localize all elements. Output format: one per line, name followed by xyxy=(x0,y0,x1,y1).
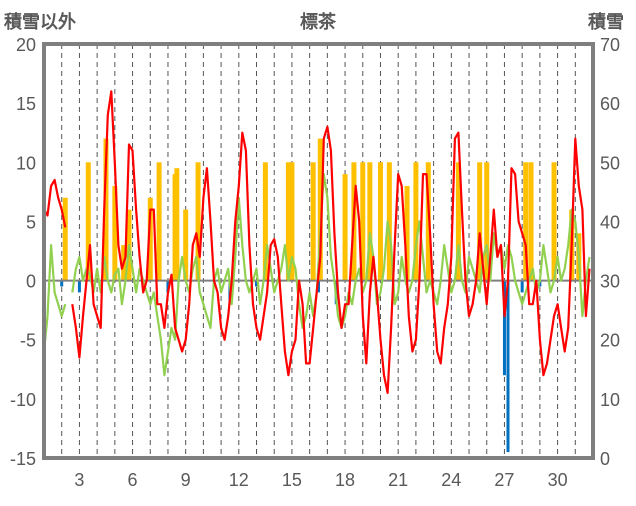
precip-bar-15 xyxy=(310,162,316,281)
precip-bar-31 xyxy=(551,162,557,281)
precip-bar-14 xyxy=(289,162,295,281)
left-tick-label-20: 20 xyxy=(16,35,36,55)
blue-bar-2 xyxy=(166,280,170,293)
right-tick-label-10: 10 xyxy=(600,390,620,410)
left-axis-label: 積雪以外 xyxy=(3,11,76,32)
precip-bar-1 xyxy=(85,162,91,281)
blue-bar-0 xyxy=(60,280,64,287)
x-tick-label-21: 21 xyxy=(388,470,408,490)
precip-bar-3 xyxy=(112,185,118,281)
blue-bar-5 xyxy=(317,280,320,293)
precip-bar-2 xyxy=(103,138,109,281)
precip-bar-12 xyxy=(262,162,268,281)
right-tick-label-20: 20 xyxy=(600,331,620,351)
precip-bar-22 xyxy=(386,162,392,281)
series-line-0 xyxy=(43,90,591,394)
left-tick-label-5: 5 xyxy=(26,212,36,232)
precip-bar-26 xyxy=(455,162,461,281)
blue-bar-9 xyxy=(520,280,524,293)
x-tick-label-18: 18 xyxy=(335,470,355,490)
x-tick-label-12: 12 xyxy=(229,470,249,490)
right-axis-label: 積雪 xyxy=(587,11,624,32)
precip-bar-27 xyxy=(477,162,483,281)
precip-bar-20 xyxy=(367,162,373,281)
x-tick-label-24: 24 xyxy=(441,470,461,490)
x-tick-label-30: 30 xyxy=(548,470,568,490)
chart-title: 標茶 xyxy=(300,11,337,32)
left-tick-label--15: -15 xyxy=(10,449,36,469)
plot-frame xyxy=(42,42,595,460)
precip-bar-29 xyxy=(523,162,529,281)
blue-bar-8 xyxy=(506,280,510,453)
precip-bar-23 xyxy=(404,185,410,281)
right-tick-label-30: 30 xyxy=(600,272,620,292)
blue-bar-4 xyxy=(255,280,259,287)
precip-bar-28 xyxy=(484,162,490,281)
precip-bar-0 xyxy=(62,197,68,281)
x-tick-label-15: 15 xyxy=(282,470,302,490)
x-tick-label-9: 9 xyxy=(181,470,191,490)
precip-bar-7 xyxy=(156,162,162,281)
blue-bar-1 xyxy=(77,280,81,293)
right-tick-label-50: 50 xyxy=(600,153,620,173)
precip-bar-30 xyxy=(528,162,534,281)
blue-bar-7 xyxy=(502,280,506,376)
left-tick-label--10: -10 xyxy=(10,390,36,410)
right-tick-label-60: 60 xyxy=(600,94,620,114)
right-tick-label-0: 0 xyxy=(600,449,610,469)
right-tick-label-70: 70 xyxy=(600,35,620,55)
right-tick-label-40: 40 xyxy=(600,212,620,232)
precip-bar-24 xyxy=(413,162,419,281)
precip-bar-10 xyxy=(183,209,189,281)
precip-bar-21 xyxy=(377,162,383,281)
left-tick-label-10: 10 xyxy=(16,153,36,173)
x-tick-label-6: 6 xyxy=(128,470,138,490)
precip-bar-6 xyxy=(147,197,153,281)
left-tick-label--5: -5 xyxy=(20,331,36,351)
precip-bar-13 xyxy=(285,162,291,281)
x-tick-label-3: 3 xyxy=(74,470,84,490)
precip-bar-17 xyxy=(342,174,348,281)
precip-bar-11 xyxy=(195,162,201,281)
series-line-1 xyxy=(42,173,591,377)
x-tick-label-27: 27 xyxy=(494,470,514,490)
precip-bar-16 xyxy=(317,138,323,281)
left-tick-label-15: 15 xyxy=(16,94,36,114)
precip-bar-9 xyxy=(174,168,180,281)
precip-bar-19 xyxy=(360,162,366,281)
left-tick-label-0: 0 xyxy=(26,272,36,292)
